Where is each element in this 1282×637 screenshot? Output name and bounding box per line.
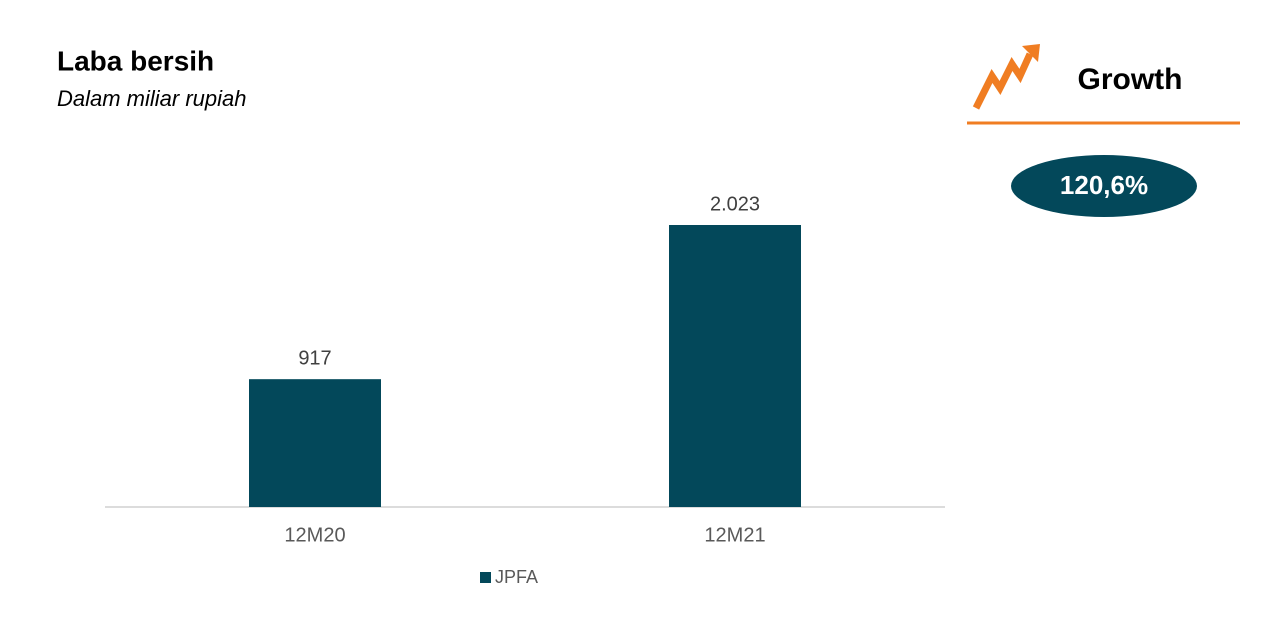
- value-label: 917: [298, 347, 331, 369]
- legend-label: JPFA: [495, 567, 538, 587]
- growth-icon: [972, 44, 1040, 110]
- legend-swatch: [480, 572, 491, 583]
- growth-value: 120,6%: [1060, 170, 1148, 200]
- bar: [249, 379, 381, 507]
- x-tick-label: 12M20: [284, 524, 345, 546]
- bar: [669, 225, 801, 507]
- chart-subtitle: Dalam miliar rupiah: [57, 86, 247, 111]
- value-label: 2.023: [710, 193, 760, 215]
- growth-label: Growth: [1078, 63, 1183, 96]
- growth-badge: [1011, 155, 1197, 217]
- chart-title: Laba bersih: [57, 45, 214, 76]
- x-tick-label: 12M21: [704, 524, 765, 546]
